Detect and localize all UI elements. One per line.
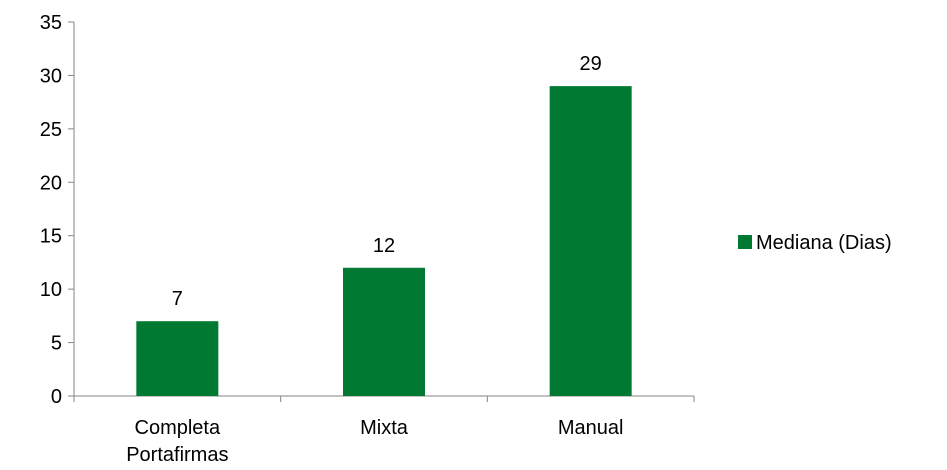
y-tick-label: 5 [51,333,62,355]
legend-swatch [738,235,752,249]
y-tick-label: 35 [40,12,62,34]
y-tick-label: 25 [40,119,62,141]
bar [549,86,632,396]
x-tick-label: Mixta [360,417,409,439]
y-tick-label: 20 [40,172,62,194]
y-tick-label: 0 [51,386,62,408]
data-label: 12 [373,235,395,257]
x-tick-label: Completa Portafirmas [126,417,228,466]
y-tick-label: 30 [40,65,62,87]
y-axis: 0 5 10 15 20 25 30 35 [40,12,75,408]
bars [136,86,632,396]
bar [136,321,219,396]
legend-label: Mediana (Dias) [756,232,892,254]
y-tick-label: 15 [40,226,62,248]
data-label: 29 [580,53,602,75]
bar [343,267,425,396]
x-axis: Completa Portafirmas Mixta Manual [73,395,695,466]
data-label: 7 [172,288,183,310]
data-labels: 7 12 29 [172,53,602,310]
y-tick-label: 10 [40,279,62,301]
x-tick-label: Manual [558,417,624,439]
legend: Mediana (Dias) [738,232,892,254]
